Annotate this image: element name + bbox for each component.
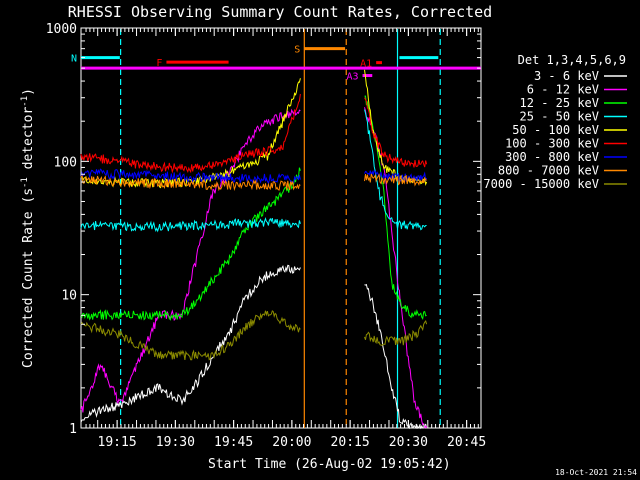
generated-timestamp: 18-Oct-2021 21:54 bbox=[555, 468, 637, 477]
legend-entry-label: 800 - 7000 keV bbox=[498, 164, 599, 178]
series-line bbox=[364, 109, 427, 231]
series-line bbox=[364, 97, 428, 168]
annotation-label: A3 bbox=[347, 72, 359, 83]
series-line bbox=[80, 167, 301, 321]
legend-entry-label: 6 - 12 keV bbox=[527, 83, 599, 97]
series-line bbox=[80, 264, 301, 423]
series-line bbox=[80, 108, 301, 413]
x-tick-label: 20:00 bbox=[272, 435, 311, 450]
series-line bbox=[364, 320, 428, 346]
legend-title: Det 1,3,4,5,6,9 bbox=[518, 53, 626, 67]
y-axis: 1 10 100 1000 bbox=[46, 22, 481, 437]
annotation-label: S bbox=[294, 45, 300, 56]
x-tick-label: 20:15 bbox=[331, 435, 370, 450]
series-line bbox=[80, 93, 301, 174]
x-axis-label: Start Time (26-Aug-02 19:05:42) bbox=[208, 457, 451, 472]
series-line bbox=[364, 173, 427, 187]
legend-entry-label: 100 - 300 keV bbox=[505, 137, 599, 151]
y-tick-label: 1000 bbox=[46, 22, 77, 37]
legend-entry-label: 50 - 100 keV bbox=[512, 123, 599, 137]
series-line bbox=[364, 283, 428, 430]
legend-entry-label: 12 - 25 keV bbox=[520, 96, 599, 110]
annotation-label: N bbox=[71, 54, 77, 65]
y-tick-label: 10 bbox=[61, 289, 77, 304]
x-tick-label: 19:45 bbox=[214, 435, 253, 450]
series-line bbox=[80, 168, 301, 185]
x-tick-label: 19:15 bbox=[98, 435, 137, 450]
series-line bbox=[80, 310, 301, 361]
legend-entry-label: 3 - 6 keV bbox=[534, 69, 599, 83]
y-tick-label: 100 bbox=[54, 155, 77, 170]
series-line bbox=[364, 107, 428, 429]
annotation-label: F bbox=[156, 58, 162, 69]
x-tick-label: 20:45 bbox=[447, 435, 486, 450]
series-group bbox=[80, 69, 428, 430]
series-line bbox=[80, 174, 301, 192]
series-line bbox=[364, 95, 427, 320]
x-tick-label: 19:30 bbox=[156, 435, 195, 450]
x-tick-label: 20:30 bbox=[389, 435, 428, 450]
annotation-label: A1 bbox=[360, 59, 372, 70]
x-axis: 19:15 19:30 19:45 20:00 20:15 20:30 20:45 bbox=[85, 28, 486, 450]
series-line bbox=[364, 169, 428, 184]
y-axis-label: Corrected Count Rate (s-1 detector-1) bbox=[20, 88, 36, 368]
legend-entry-label: 25 - 50 keV bbox=[520, 110, 599, 124]
series-line bbox=[80, 216, 301, 233]
legend-entry-label: 300 - 800 keV bbox=[505, 150, 599, 164]
chart-title: RHESSI Observing Summary Count Rates, Co… bbox=[68, 3, 492, 21]
y-tick-label: 1 bbox=[69, 422, 77, 437]
legend-entry-label: 7000 - 15000 keV bbox=[483, 177, 599, 191]
